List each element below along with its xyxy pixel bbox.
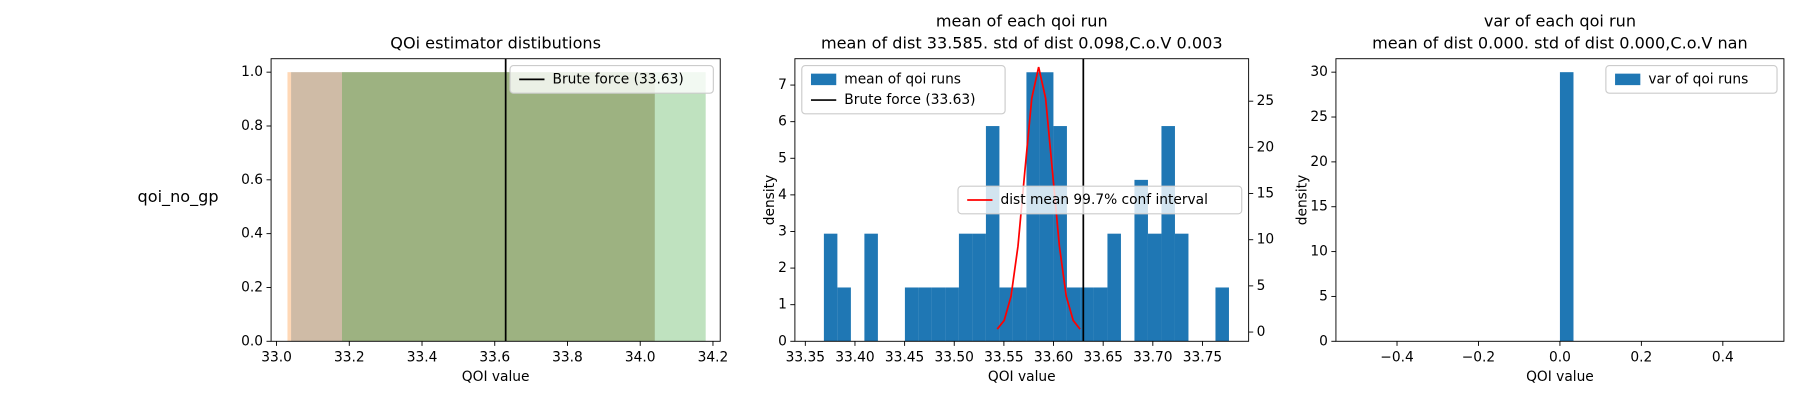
histogram-bar xyxy=(823,233,838,342)
histogram-bar xyxy=(1012,287,1027,342)
x-tick-label: 33.2 xyxy=(334,349,365,365)
legend-swatch xyxy=(1615,73,1641,86)
legend-box xyxy=(1605,65,1778,94)
x-tick-label: 0.2 xyxy=(1630,349,1652,365)
axes-frame xyxy=(794,58,1250,342)
histogram-bar xyxy=(1066,287,1081,342)
y-axis-label: density xyxy=(762,175,778,225)
line xyxy=(996,66,1081,330)
histogram-bar xyxy=(958,233,973,342)
x-tick-label: −0.2 xyxy=(1462,349,1495,365)
legend-box xyxy=(509,65,714,94)
histogram-bar xyxy=(1174,233,1189,342)
y-tick-label: 20 xyxy=(1310,154,1328,170)
x-axis-label: QOI value xyxy=(1526,369,1594,385)
histogram-bar xyxy=(1559,72,1574,342)
y-tick-label: 30 xyxy=(1310,64,1328,80)
span xyxy=(342,72,706,342)
chart-subtitle: mean of dist 33.585. std of dist 0.098,C… xyxy=(821,33,1223,52)
legend-label: var of qoi runs xyxy=(1648,71,1748,87)
histogram-bar xyxy=(972,233,986,342)
x-tick-label: 33.4 xyxy=(407,349,438,365)
legend-label: dist mean 99.7% conf interval xyxy=(1001,192,1208,208)
x-tick-label: 33.60 xyxy=(1034,349,1073,365)
y-tick-label: 2 xyxy=(778,260,787,276)
x-tick-label: 33.70 xyxy=(1133,349,1172,365)
histogram-bar xyxy=(1147,233,1162,342)
x-axis-label: QOI value xyxy=(988,369,1056,385)
histogram-bar xyxy=(1107,233,1121,342)
y-tick-label: 15 xyxy=(1310,199,1328,215)
x-tick-label: 33.40 xyxy=(835,349,874,365)
y-axis-label: density xyxy=(1295,175,1311,225)
legend-swatch xyxy=(810,73,837,86)
y2-tick-label: 15 xyxy=(1257,186,1275,202)
chart-subtitle: mean of dist 0.000. std of dist 0.000,C.… xyxy=(1372,33,1748,52)
histogram-bar xyxy=(1215,287,1229,342)
x-tick-label: 33.35 xyxy=(786,349,825,365)
histogram-bar xyxy=(1053,126,1067,342)
chart-title: mean of each qoi run xyxy=(936,11,1108,30)
histogram-bar xyxy=(945,287,959,342)
y-tick-label: 5 xyxy=(1319,288,1328,304)
x-tick-label: 0.0 xyxy=(1549,349,1571,365)
y2-tick-label: 5 xyxy=(1257,278,1266,294)
x-tick-label: 33.50 xyxy=(935,349,974,365)
chart-title: var of each qoi run xyxy=(1484,11,1636,30)
legend-box xyxy=(801,65,1006,115)
histogram-bar xyxy=(1134,179,1148,342)
y2-tick-label: 20 xyxy=(1257,139,1275,155)
y-tick-label: 5 xyxy=(778,150,787,166)
x-tick-label: 34.2 xyxy=(698,349,729,365)
chart-title: QOi estimator distibutions xyxy=(390,33,601,52)
x-tick-label: 33.6 xyxy=(479,349,510,365)
y-tick-label: 3 xyxy=(778,223,787,239)
span xyxy=(291,72,655,342)
x-tick-label: 33.75 xyxy=(1183,349,1222,365)
axes-frame xyxy=(270,58,721,342)
histogram-bar xyxy=(864,233,878,342)
y-tick-label: 0.2 xyxy=(241,279,263,295)
x-tick-label: −0.4 xyxy=(1380,349,1413,365)
y-tick-label: 0.6 xyxy=(241,172,263,188)
y-tick-label: 10 xyxy=(1310,244,1328,260)
y-tick-label: 25 xyxy=(1310,109,1328,125)
histogram-bar xyxy=(1093,287,1108,342)
x-tick-label: 33.0 xyxy=(261,349,292,365)
histogram-bar xyxy=(837,287,851,342)
y-tick-label: 0 xyxy=(1319,333,1328,349)
histogram-bar xyxy=(918,287,932,342)
y-tick-label: 4 xyxy=(778,187,787,203)
legend-label: Brute force (33.63) xyxy=(844,92,975,108)
histogram-bar xyxy=(985,126,1000,342)
legend-label: Brute force (33.63) xyxy=(553,71,684,87)
histogram-bar xyxy=(1161,126,1175,342)
histogram-bar xyxy=(931,287,946,342)
y-tick-label: 0.0 xyxy=(241,333,263,349)
y2-tick-label: 10 xyxy=(1257,232,1275,248)
x-tick-label: 0.4 xyxy=(1712,349,1734,365)
y-tick-label: 7 xyxy=(778,77,787,93)
legend-box xyxy=(957,185,1243,215)
y-tick-label: 1 xyxy=(778,297,787,313)
x-tick-label: 34.0 xyxy=(625,349,656,365)
y-tick-label: 0.8 xyxy=(241,118,263,134)
x-tick-label: 33.55 xyxy=(984,349,1023,365)
x-tick-label: 33.45 xyxy=(885,349,924,365)
y-tick-label: 1.0 xyxy=(241,64,263,80)
legend-label: mean of qoi runs xyxy=(844,71,961,87)
y2-tick-label: 25 xyxy=(1257,93,1275,109)
x-axis-label: QOI value xyxy=(462,369,530,385)
row-label: qoi_no_gp xyxy=(138,187,219,207)
y-tick-label: 0.4 xyxy=(241,226,263,242)
y2-tick-label: 0 xyxy=(1257,324,1266,340)
span xyxy=(287,72,655,342)
x-tick-label: 33.8 xyxy=(552,349,583,365)
histogram-bar xyxy=(904,287,919,342)
y-tick-label: 6 xyxy=(778,114,787,130)
y-tick-label: 0 xyxy=(778,333,787,349)
x-tick-label: 33.65 xyxy=(1083,349,1122,365)
